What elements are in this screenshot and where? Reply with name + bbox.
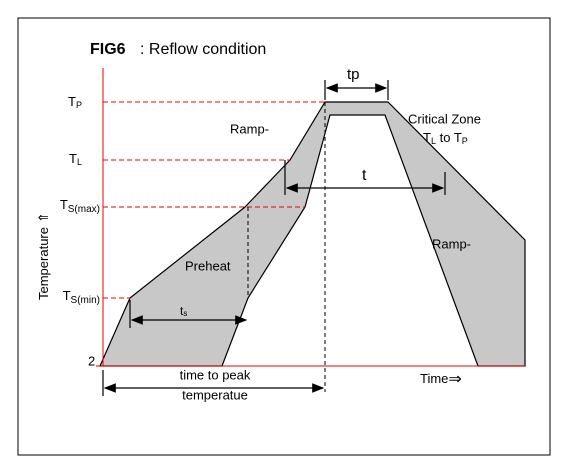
level-tsmax: TS(max) [60,197,100,214]
critical-label: Critical Zone [408,111,481,126]
y-axis-label: Temperature⇑ [36,212,51,300]
frame [17,17,551,456]
fig-code: FIG6 [90,41,126,58]
preheat-label: Preheat [185,258,231,273]
tp-label: tp [347,66,360,83]
red-lines [96,68,525,367]
peak-label-2: temperatue [182,387,248,402]
peak-label-1: time to peak [180,367,251,382]
level-tsmin: TS(min) [63,288,100,305]
ts-label: ts [180,304,187,318]
t-label: t [362,167,367,184]
origin-label: 2 [88,353,95,368]
ramp-up-label: Ramp- [230,121,269,136]
level-tp: TP [68,94,82,110]
fig-title: : Reflow condition [140,41,266,58]
level-tl: TL [69,151,82,167]
x-axis-label: Time⇒ [420,371,462,388]
ramp-down-label: Ramp- [432,236,471,251]
dashed-guides [247,102,326,392]
critical-range: TL to TP [423,130,468,146]
interval-arrows [102,80,446,396]
